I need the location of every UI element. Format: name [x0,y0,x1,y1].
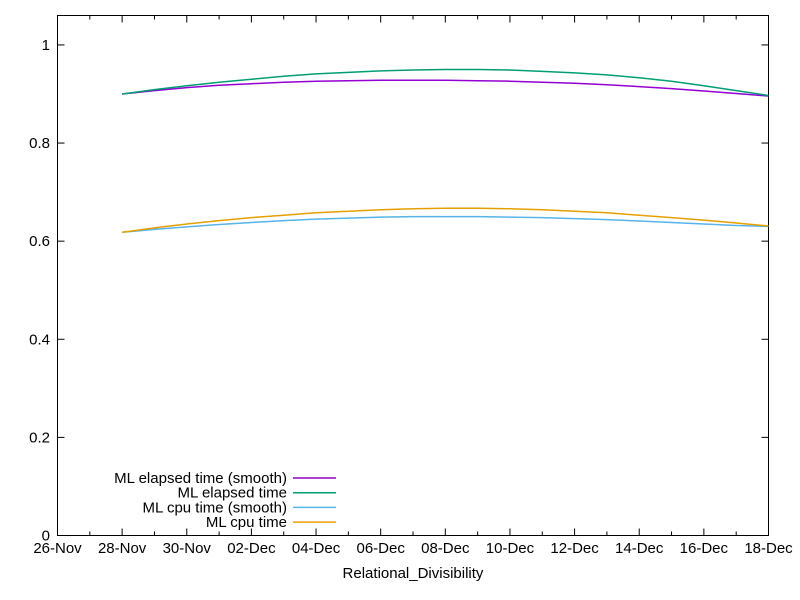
x-tick-label: 06-Dec [357,540,406,557]
legend-label: ML elapsed time [178,485,288,502]
x-tick-label: 08-Dec [421,540,470,557]
y-tick-label: 0 [42,528,50,545]
y-tick-label: 0.4 [29,331,50,348]
legend-label: ML elapsed time (smooth) [114,470,287,487]
series-line-ml-cpu-time-smooth [122,215,769,234]
y-tick-label: 0.2 [29,429,50,446]
y-tick-label: 0.8 [29,135,50,152]
x-tick-label: 04-Dec [292,540,341,557]
y-tick-label: 0.6 [29,233,50,250]
x-tick-label: 14-Dec [615,540,664,557]
x-tick-label: 18-Dec [744,540,793,557]
y-tick-label: 1 [42,37,50,54]
x-axis-title: Relational_Divisibility [343,565,484,582]
series-line-ml-elapsed-time [121,68,769,97]
x-tick-label: 16-Dec [680,540,729,557]
legend-label: ML cpu time (smooth) [143,499,288,516]
x-tick-label: 26-Nov [33,540,82,557]
x-tick-label: 28-Nov [98,540,147,557]
legend-label: ML cpu time [206,514,287,531]
x-tick-label: 30-Nov [163,540,212,557]
x-tick-label: 12-Dec [550,540,599,557]
series-line-ml-elapsed-time-smooth [122,79,769,97]
x-tick-label: 02-Dec [227,540,276,557]
x-tick-label: 10-Dec [486,540,535,557]
series-line-ml-cpu-time [121,207,769,234]
